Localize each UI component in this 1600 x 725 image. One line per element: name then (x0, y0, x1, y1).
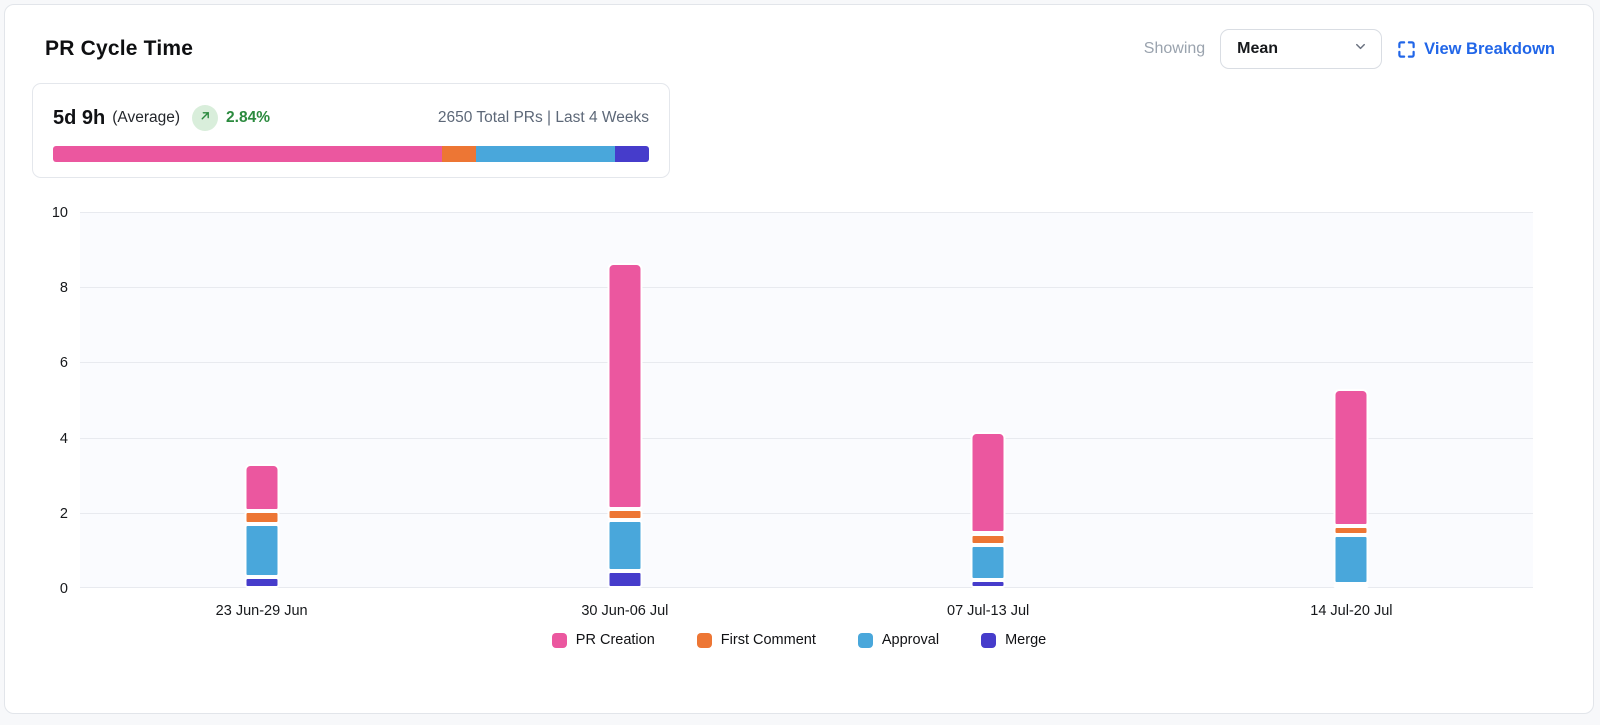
legend-swatch (981, 632, 997, 648)
bar-stack-1 (244, 212, 280, 588)
chevron-down-icon (1353, 39, 1368, 59)
y-axis-tick-label: 0 (59, 581, 68, 597)
x-axis-category-label: 23 Jun-29 Jun (215, 603, 308, 619)
legend-item-approval[interactable]: Approval (857, 632, 940, 648)
bar-segment-merge[interactable] (970, 580, 1006, 588)
gridline-y-4 (80, 437, 1533, 439)
gridline-y-0 (80, 587, 1533, 588)
distribution-segment-pr-creation[interactable] (53, 146, 442, 162)
legend-label: Approval (881, 632, 940, 648)
x-axis-category-label: 14 Jul-20 Jul (1310, 603, 1393, 619)
gridline-y-8 (80, 287, 1533, 289)
chart-legend: PR Creation First Comment Approval Merge (5, 632, 1593, 648)
average-value: 5d 9h (53, 106, 106, 129)
page-title: PR Cycle Time (45, 37, 194, 60)
arrow-up-right-icon (199, 109, 212, 127)
bar-segment-merge[interactable] (244, 576, 280, 588)
chart: 0 2 4 6 8 10 23 Jun-29 Jun 30 Jun-06 Jul 07 Jul-… (52, 205, 1533, 619)
y-axis-tick-label: 4 (59, 430, 68, 447)
legend-label: First Comment (720, 632, 816, 648)
header-controls: Showing Mean View Breakdown (1144, 29, 1555, 69)
legend-item-pr-creation[interactable]: PR Creation (551, 632, 655, 648)
bar-stack-2 (607, 212, 643, 588)
trend-percent: 2.84% (226, 109, 270, 126)
y-axis-tick-label: 8 (59, 280, 68, 297)
bar-segment-approval[interactable] (607, 520, 643, 572)
legend-swatch (551, 632, 567, 648)
average-suffix: (Average) (112, 109, 181, 126)
gridline-y-2 (80, 512, 1533, 514)
y-axis-tick-label: 2 (59, 505, 68, 522)
y-axis-tick-label: 6 (59, 355, 68, 372)
bar-segment-merge[interactable] (1333, 584, 1369, 588)
view-breakdown-label: View Breakdown (1424, 39, 1555, 58)
bar-segment-pr-creation[interactable] (1333, 388, 1369, 526)
bar-segment-approval[interactable] (970, 544, 1006, 581)
y-axis-tick-label: 10 (51, 205, 68, 221)
legend-label: Merge (1005, 632, 1047, 648)
bar-segment-pr-creation[interactable] (970, 431, 1006, 534)
legend-item-merge[interactable]: Merge (981, 632, 1046, 648)
gridline-y-10 (80, 212, 1533, 213)
legend-swatch (696, 632, 712, 648)
legend-label: PR Creation (575, 632, 655, 648)
x-axis-category-label: 07 Jul-13 Jul (947, 603, 1030, 619)
trend-up-badge (192, 105, 219, 131)
bar-segment-first-comment[interactable] (244, 510, 280, 525)
distribution-segment-first-comment[interactable] (441, 146, 477, 162)
pr-cycle-time-card: PR Cycle Time Showing Mean View (4, 4, 1594, 714)
gridline-y-6 (80, 362, 1533, 364)
phase-distribution-bar (53, 146, 649, 162)
metric-select-value: Mean (1237, 40, 1279, 57)
view-breakdown-button[interactable]: View Breakdown (1397, 40, 1555, 59)
legend-item-first-comment[interactable]: First Comment (696, 632, 816, 648)
bar-segment-first-comment[interactable] (970, 533, 1006, 545)
legend-swatch (857, 632, 873, 648)
plot-area: 0 2 4 6 8 10 23 Jun-29 Jun 30 Jun-06 Jul 07 Jul-… (52, 205, 1533, 619)
summary-card: 5d 9h (Average) 2.84% 2650 Total PRs | L… (32, 83, 670, 178)
expand-corners-icon (1397, 40, 1416, 59)
card-header: PR Cycle Time Showing Mean View (5, 5, 1593, 69)
metric-select[interactable]: Mean (1220, 29, 1383, 69)
distribution-segment-merge[interactable] (615, 146, 649, 162)
bar-segment-approval[interactable] (244, 524, 280, 577)
distribution-segment-approval[interactable] (476, 146, 615, 162)
bar-segment-pr-creation[interactable] (244, 463, 280, 511)
bar-segment-approval[interactable] (1333, 535, 1369, 585)
summary-meta: 2650 Total PRs | Last 4 Weeks (437, 109, 649, 126)
bar-segment-first-comment[interactable] (607, 509, 643, 521)
x-axis-category-label: 30 Jun-06 Jul (581, 603, 669, 619)
bar-stack-4 (1333, 212, 1369, 588)
bar-segment-pr-creation[interactable] (607, 262, 643, 510)
bar-segment-first-comment[interactable] (1333, 525, 1369, 536)
summary-left: 5d 9h (Average) 2.84% (53, 105, 270, 131)
showing-label: Showing (1143, 40, 1206, 57)
bar-segment-merge[interactable] (607, 571, 643, 588)
bar-stack-3 (970, 212, 1006, 588)
summary-row: 5d 9h (Average) 2.84% 2650 Total PRs | L… (53, 105, 649, 131)
